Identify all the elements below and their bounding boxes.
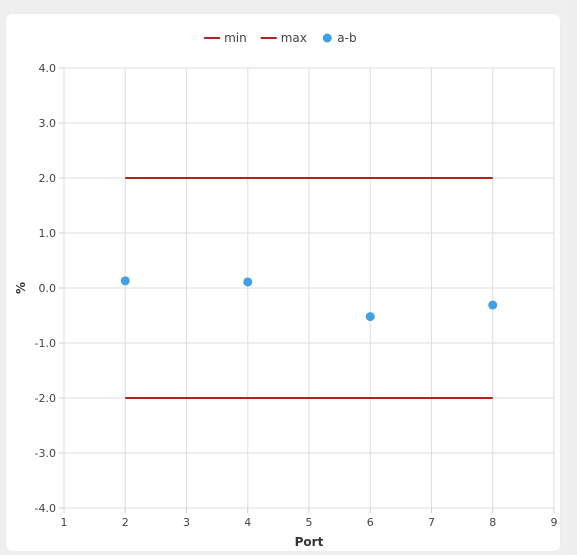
x-axis-title: Port <box>295 535 324 549</box>
y-tick-labels: 4.0 3.0 2.0 1.0 0.0 -1.0 -2.0 -3.0 -4.0 <box>35 62 56 515</box>
x-tick-label: 3 <box>183 516 190 529</box>
legend-item-label[interactable]: max <box>281 31 307 45</box>
page-edge <box>568 0 577 555</box>
y-tick-label: 1.0 <box>39 227 57 240</box>
y-tick-label: -4.0 <box>35 502 56 515</box>
legend-dot-marker <box>322 33 332 43</box>
legend[interactable]: min max a-b <box>204 31 357 45</box>
data-point[interactable] <box>120 276 130 286</box>
x-tick-label: 1 <box>61 516 68 529</box>
grid-lines <box>59 67 555 513</box>
data-point[interactable] <box>243 277 253 287</box>
y-tick-label: 0.0 <box>39 282 57 295</box>
legend-item-label[interactable]: a-b <box>337 31 356 45</box>
x-tick-label: 5 <box>306 516 313 529</box>
y-tick-label: -2.0 <box>35 392 56 405</box>
chart-card <box>6 14 560 551</box>
y-tick-label: 2.0 <box>39 172 57 185</box>
x-tick-label: 4 <box>244 516 251 529</box>
x-tick-label: 9 <box>551 516 558 529</box>
y-tick-label: 4.0 <box>39 62 57 75</box>
y-tick-label: -1.0 <box>35 337 56 350</box>
x-tick-labels: 1 2 3 4 5 6 7 8 9 <box>61 516 558 529</box>
x-tick-label: 7 <box>428 516 435 529</box>
data-point[interactable] <box>488 300 498 310</box>
legend-item-label[interactable]: min <box>224 31 247 45</box>
series-layer <box>120 177 498 399</box>
y-tick-label: -3.0 <box>35 447 56 460</box>
data-point[interactable] <box>365 312 375 322</box>
y-axis-title: % <box>14 282 28 294</box>
y-tick-label: 3.0 <box>39 117 57 130</box>
x-tick-label: 6 <box>367 516 374 529</box>
x-tick-label: 8 <box>489 516 496 529</box>
x-tick-label: 2 <box>122 516 129 529</box>
